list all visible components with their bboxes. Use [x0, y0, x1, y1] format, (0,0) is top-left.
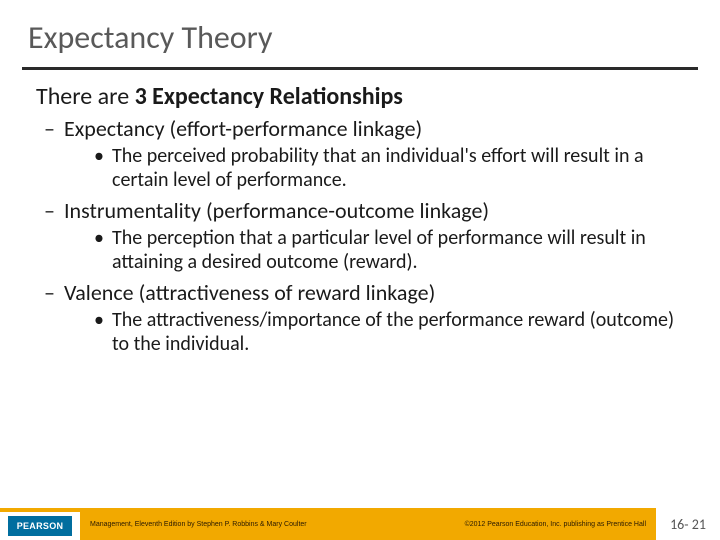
slide-footer: PEARSON Management, Eleventh Edition by … — [0, 508, 720, 540]
item-bullet-instrumentality: The perception that a particular level o… — [36, 226, 684, 275]
item-heading-valence: Valence (attractiveness of reward linkag… — [36, 279, 684, 306]
item-bullet-expectancy: The perceived probability that an indivi… — [36, 144, 684, 193]
item-bullet-valence: The attractiveness/importance of the per… — [36, 308, 684, 357]
lead-line: There are 3 Expectancy Relationships — [36, 82, 684, 111]
slide: Expectancy Theory There are 3 Expectancy… — [0, 0, 720, 540]
footer-logo-container: PEARSON — [0, 508, 80, 540]
footer-bar: Management, Eleventh Edition by Stephen … — [80, 508, 656, 540]
footer-book-credit: Management, Eleventh Edition by Stephen … — [90, 521, 307, 528]
lead-bold: 3 Expectancy Relationships — [135, 82, 403, 111]
item-heading-instrumentality: Instrumentality (performance-outcome lin… — [36, 197, 684, 224]
slide-content: There are 3 Expectancy Relationships Exp… — [0, 82, 720, 356]
pearson-logo: PEARSON — [8, 516, 72, 536]
title-divider — [22, 67, 698, 70]
slide-title: Expectancy Theory — [0, 0, 720, 67]
item-heading-expectancy: Expectancy (effort-performance linkage) — [36, 115, 684, 142]
footer-copyright: ©2012 Pearson Education, Inc. publishing… — [465, 521, 646, 528]
footer-page-number: 16- 21 — [656, 508, 720, 540]
lead-prefix: There are — [36, 82, 135, 111]
